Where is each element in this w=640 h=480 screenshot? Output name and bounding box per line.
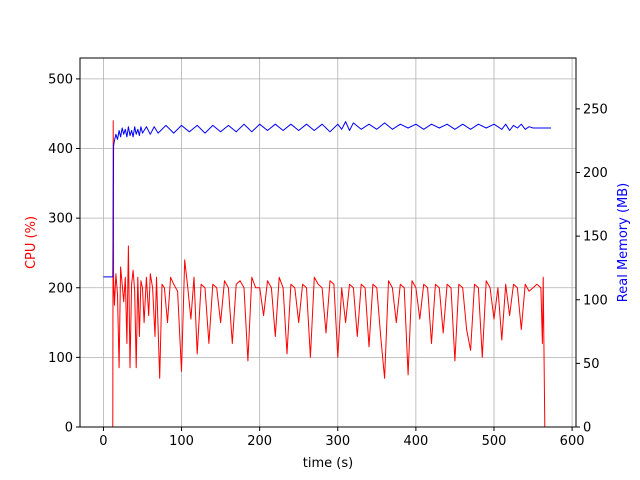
y-tick-label-right: 0 (583, 421, 591, 436)
y-tick-label-left: 500 (48, 72, 73, 87)
y-tick-label-left: 200 (48, 281, 73, 296)
y-tick-label-left: 100 (48, 351, 73, 366)
x-axis-label: time (s) (303, 456, 353, 471)
x-tick-label: 100 (169, 434, 194, 449)
cpu-series-line (103, 120, 546, 428)
grid-layer (80, 58, 576, 428)
y-tick-label-right: 200 (583, 166, 608, 181)
y-tick-label-left: 300 (48, 212, 73, 227)
x-tick-label: 600 (560, 434, 585, 449)
y-tick-label-right: 150 (583, 230, 608, 245)
x-tick-label: 500 (482, 434, 507, 449)
x-tick-label: 300 (325, 434, 350, 449)
x-tick-label: 200 (247, 434, 272, 449)
x-tick-label: 400 (403, 434, 428, 449)
y-tick-label-right: 100 (583, 293, 608, 308)
plot-frame (79, 57, 577, 428)
y-tick-label-left: 0 (65, 421, 73, 436)
y-axis-label-right: Real Memory (MB) (616, 183, 631, 302)
tick-layer: 0 100 200 300 400 500 600010020030040050005010… (48, 72, 608, 449)
y-tick-label-left: 400 (48, 142, 73, 157)
series-layer (103, 120, 551, 428)
y-tick-label-right: 50 (583, 357, 600, 372)
x-tick-label: 0 (99, 434, 107, 449)
y-tick-label-right: 250 (583, 102, 608, 117)
y-axis-label-left: CPU (%) (24, 216, 39, 269)
memory-series-line (103, 121, 551, 278)
